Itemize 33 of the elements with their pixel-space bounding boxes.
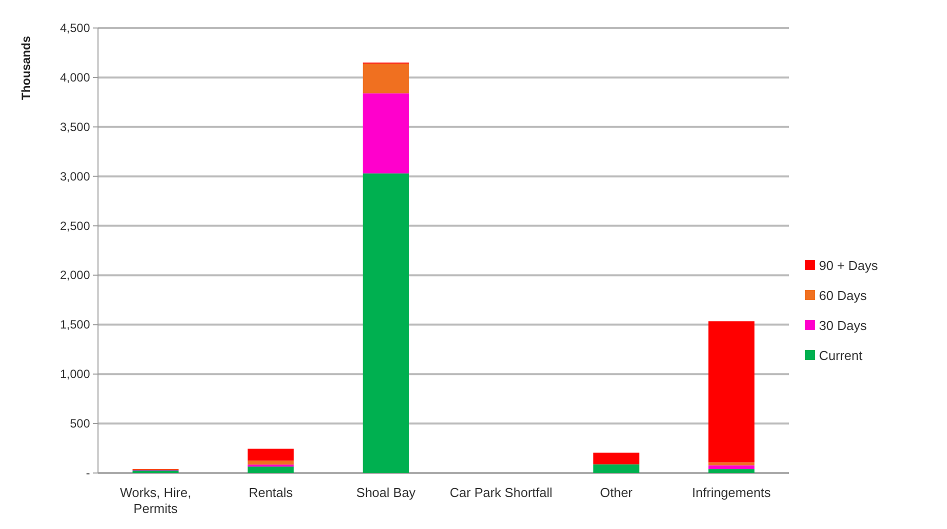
bar [593,464,640,473]
bar [362,64,409,94]
y-tick-label: 4,000 [60,70,90,84]
legend-label: 90 + Days [819,258,878,273]
y-tick-label: 3,000 [60,169,90,184]
y-tick-label: - [86,466,90,480]
x-tick-label: Works, Hire, Permits [120,485,192,516]
bar [708,462,754,466]
x-tick-label: Other [600,485,634,500]
x-tick-label: Infringements [692,485,772,500]
bar [708,465,754,470]
y-axis-title: Thousands [19,36,33,100]
legend-label: 30 Days [819,318,868,333]
bar [248,448,294,461]
y-tick-label: 1,500 [60,318,90,332]
bar [708,469,754,473]
y-tick-label: 2,000 [60,268,90,282]
x-tick-label: Car Park Shortfall [450,485,552,500]
bar [708,321,754,462]
bar [593,452,640,464]
x-tick-label: Rentals [248,485,294,500]
legend-label: Current [819,348,863,363]
y-tick-label: 3,500 [60,120,90,134]
bar [248,460,294,465]
y-tick-label: 1,000 [60,367,90,382]
legend-label: 60 Days [819,288,868,303]
y-tick-label: 4,500 [60,21,90,35]
y-tick-label: 500 [70,416,90,431]
y-tick-label: 2,500 [60,218,90,233]
x-tick-label: Shoal Bay [356,485,416,500]
bar [248,466,294,473]
bar [362,93,409,174]
bar [362,173,409,473]
